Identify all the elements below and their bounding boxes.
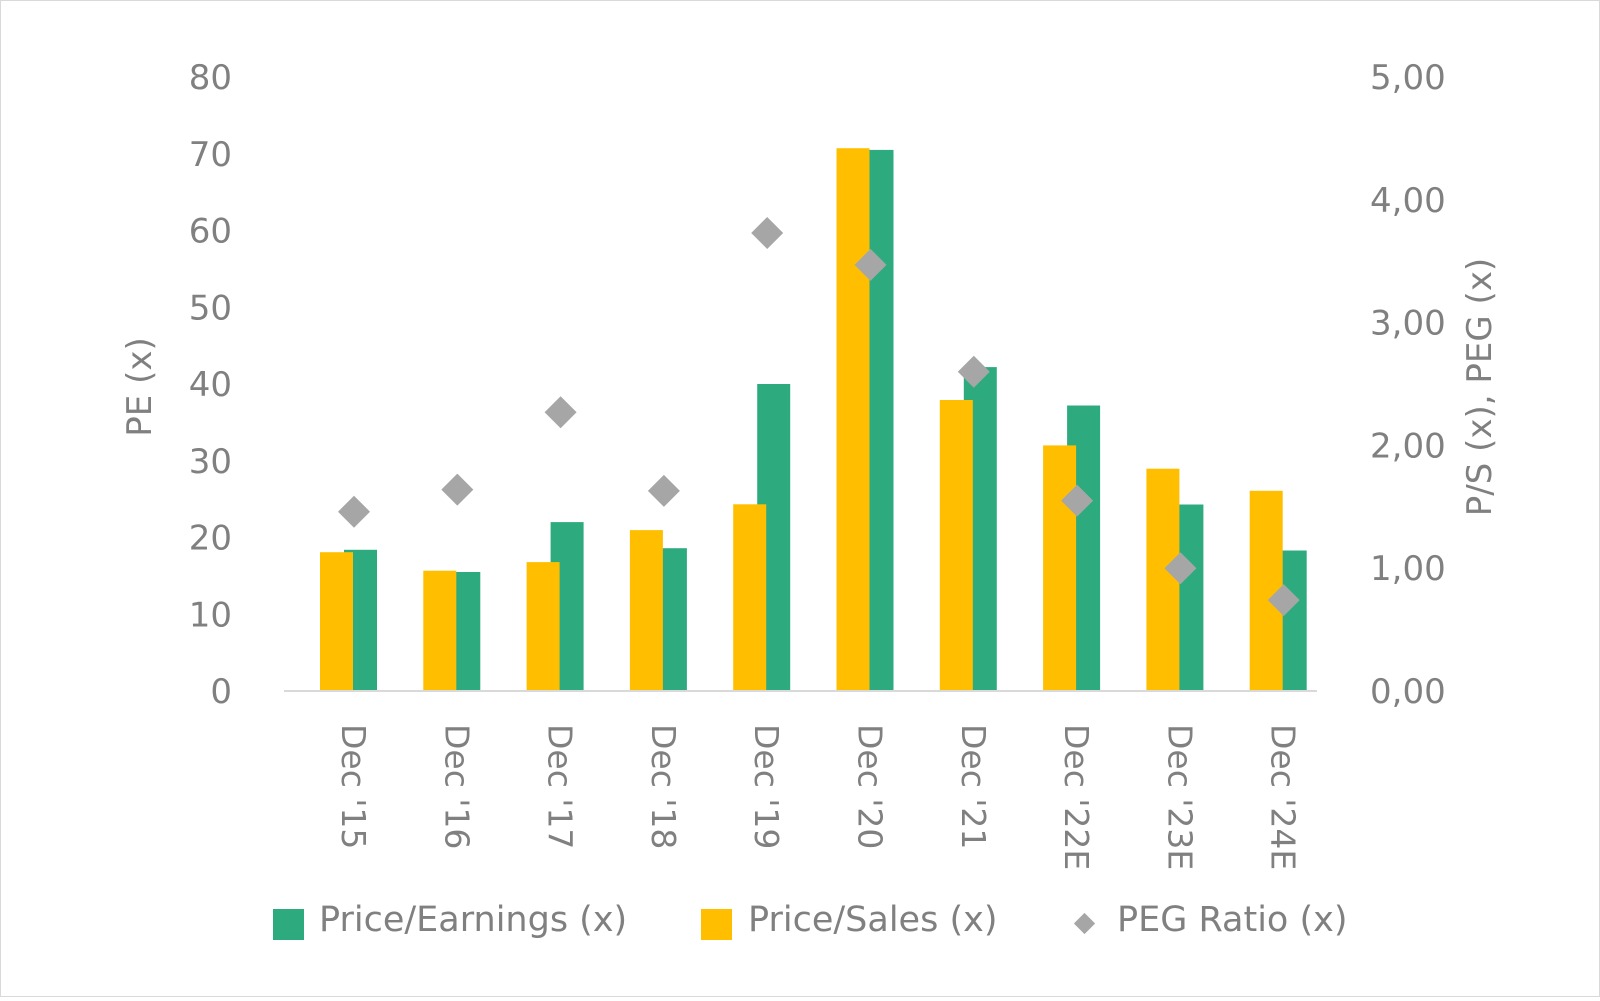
legend-marker-peg-ratio — [1073, 912, 1096, 935]
x-tick-label-dec-24e: Dec '24E — [1264, 724, 1303, 870]
marker-peg-ratio-dec-23e[interactable] — [1164, 552, 1197, 585]
legend-swatch-price-sales — [701, 909, 732, 940]
legend: Price/Earnings (x) Price/Sales (x) PEG R… — [273, 900, 1347, 940]
y-left-tick-40: 40 — [189, 365, 232, 405]
x-tick-label-dec-22e: Dec '22E — [1057, 724, 1096, 870]
bar-price-sales-dec-15[interactable] — [320, 552, 353, 691]
y-left-tick-20: 20 — [189, 519, 232, 559]
x-tick-label-dec-17: Dec '17 — [541, 724, 580, 849]
y-left-tick-70: 70 — [189, 135, 232, 175]
legend-item-price-sales[interactable]: Price/Sales (x) — [701, 900, 997, 940]
marker-peg-ratio-dec-20[interactable] — [854, 248, 887, 281]
ticks-layer: 0 10 20 30 40 50 60 70 80 0,00 1,00 2,00 3,00 4,00 5,0… — [189, 58, 1446, 712]
marker-peg-ratio-dec-19[interactable] — [751, 216, 784, 249]
legend-label-peg-ratio: PEG Ratio (x) — [1117, 900, 1347, 940]
bar-price-sales-dec-17[interactable] — [526, 562, 560, 691]
marker-peg-ratio-dec-21[interactable] — [957, 355, 990, 388]
bar-price-sales-dec-21[interactable] — [939, 400, 973, 691]
x-tick-label-dec-16: Dec '16 — [437, 724, 476, 849]
y-axis-right-title: P/S (x), PEG (x) — [1460, 258, 1500, 516]
x-tick-label-dec-15: Dec '15 — [334, 724, 373, 849]
bars-layer — [320, 148, 1307, 691]
legend-label-price-sales: Price/Sales (x) — [748, 900, 997, 940]
marker-peg-ratio-dec-18[interactable] — [647, 474, 680, 507]
marker-peg-ratio-dec-15[interactable] — [338, 495, 370, 528]
y-right-tick-3-00: 3,00 — [1370, 304, 1446, 344]
y-right-tick-4-00: 4,00 — [1370, 181, 1446, 221]
y-left-tick-60: 60 — [189, 212, 232, 252]
markers-layer — [338, 216, 1300, 617]
x-tick-label-dec-19: Dec '19 — [747, 724, 786, 849]
y-left-tick-0: 0 — [210, 672, 232, 712]
bar-price-sales-dec-22e[interactable] — [1043, 445, 1077, 691]
legend-item-peg-ratio[interactable]: PEG Ratio (x) — [1073, 900, 1348, 940]
x-tick-label-dec-21: Dec '21 — [954, 724, 993, 849]
legend-item-price-earnings[interactable]: Price/Earnings (x) — [273, 900, 627, 940]
bar-price-sales-dec-16[interactable] — [423, 570, 457, 691]
y-right-tick-0-00: 0,00 — [1370, 672, 1446, 712]
y-right-tick-2-00: 2,00 — [1370, 426, 1446, 466]
y-left-tick-10: 10 — [189, 595, 232, 635]
bar-price-sales-dec-19[interactable] — [733, 504, 767, 691]
y-left-tick-80: 80 — [189, 58, 232, 98]
x-tick-label-dec-23e: Dec '23E — [1160, 724, 1199, 870]
bar-price-sales-dec-23e[interactable] — [1146, 468, 1180, 691]
x-tick-label-dec-18: Dec '18 — [644, 724, 683, 849]
category-labels-layer: Dec '15 Dec '16 Dec '17 Dec '18 Dec '19 Dec '… — [334, 724, 1303, 870]
bar-price-sales-dec-18[interactable] — [629, 530, 663, 691]
marker-peg-ratio-dec-22e[interactable] — [1061, 484, 1094, 517]
legend-label-price-earnings: Price/Earnings (x) — [319, 900, 627, 940]
x-tick-label-dec-20: Dec '20 — [851, 724, 890, 849]
y-axis-left-title: PE (x) — [120, 337, 160, 436]
y-left-tick-50: 50 — [189, 288, 232, 328]
marker-peg-ratio-dec-24e[interactable] — [1267, 584, 1300, 617]
y-left-tick-30: 30 — [189, 442, 232, 482]
y-right-tick-5-00: 5,00 — [1370, 58, 1446, 98]
bar-price-sales-dec-20[interactable] — [836, 148, 870, 691]
marker-peg-ratio-dec-17[interactable] — [544, 396, 577, 429]
legend-swatch-price-earnings — [273, 909, 304, 940]
marker-peg-ratio-dec-16[interactable] — [441, 473, 474, 506]
y-right-tick-1-00: 1,00 — [1370, 549, 1446, 589]
